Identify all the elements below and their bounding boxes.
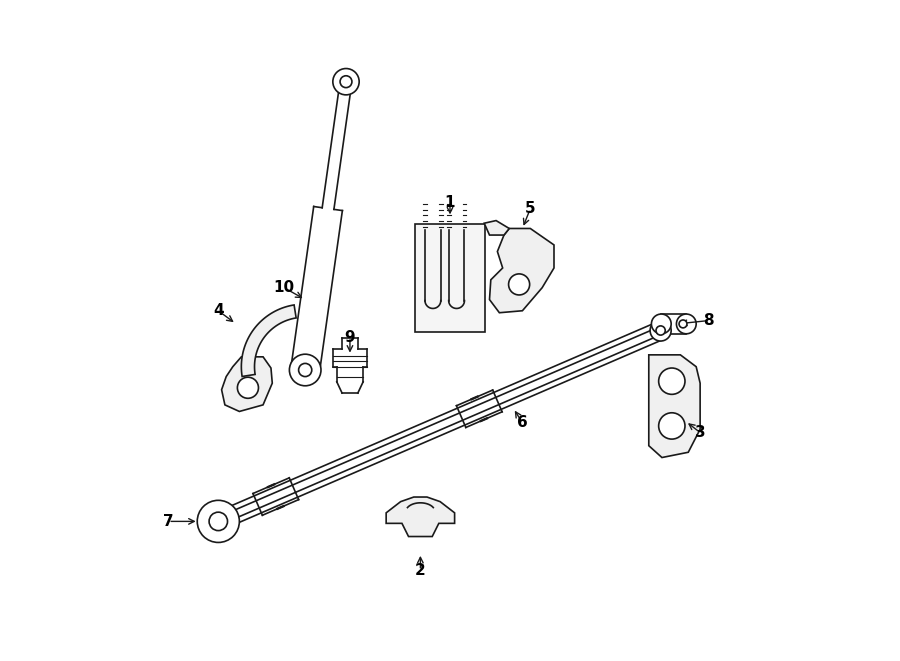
Circle shape <box>659 412 685 439</box>
Text: 5: 5 <box>525 201 535 216</box>
Text: 1: 1 <box>445 194 455 210</box>
Bar <box>662 314 687 334</box>
Circle shape <box>333 69 359 95</box>
Text: 10: 10 <box>274 280 294 295</box>
Text: 4: 4 <box>213 303 223 318</box>
Text: 7: 7 <box>163 514 174 529</box>
Circle shape <box>290 354 321 386</box>
Circle shape <box>680 320 687 328</box>
Text: 3: 3 <box>695 425 706 440</box>
Circle shape <box>677 314 697 334</box>
Circle shape <box>659 368 685 395</box>
Text: 8: 8 <box>703 313 714 328</box>
Polygon shape <box>241 305 296 377</box>
Text: 6: 6 <box>517 415 527 430</box>
Circle shape <box>508 274 529 295</box>
Circle shape <box>209 512 228 531</box>
Polygon shape <box>490 229 554 313</box>
Polygon shape <box>386 497 454 537</box>
Circle shape <box>650 320 671 341</box>
Bar <box>416 223 484 332</box>
Circle shape <box>340 76 352 88</box>
Text: 9: 9 <box>345 330 356 344</box>
Circle shape <box>197 500 239 543</box>
Circle shape <box>299 364 311 377</box>
Polygon shape <box>484 221 509 235</box>
Polygon shape <box>649 355 700 457</box>
Circle shape <box>238 377 258 399</box>
Polygon shape <box>221 357 273 411</box>
Circle shape <box>652 314 671 334</box>
Circle shape <box>656 326 665 335</box>
Text: 2: 2 <box>415 563 426 578</box>
